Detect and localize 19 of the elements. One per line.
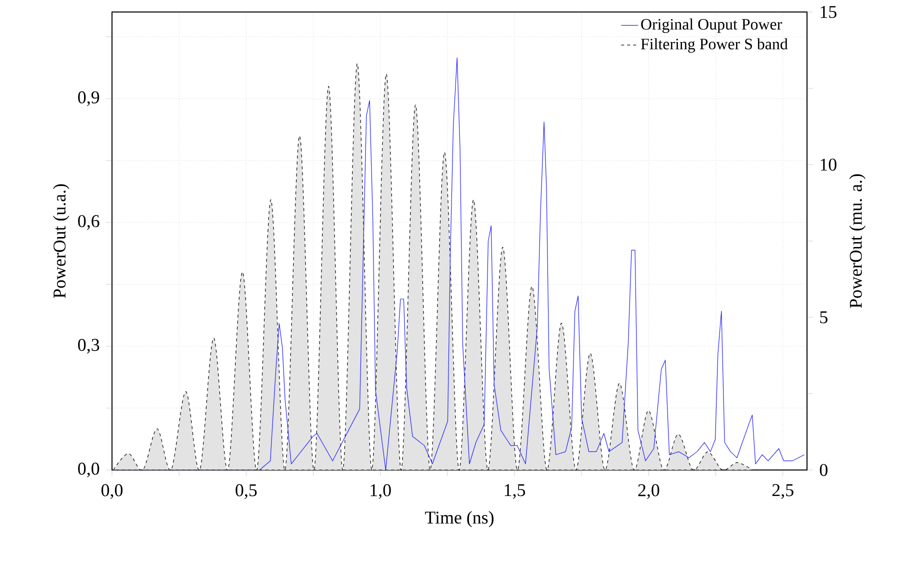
y2-axis-title: PowerOut (mu. a.)	[849, 174, 866, 308]
y-axis-title: PowerOut (u.a.)	[52, 184, 70, 298]
x-tick-label: 0,0	[101, 484, 123, 499]
y-tick-label: 0,9	[78, 91, 100, 106]
y2-tick-label: 15	[820, 6, 836, 18]
y2-tick-label: 10	[820, 158, 836, 171]
y2-tick-label: 5	[820, 311, 828, 324]
y2-tick-label: 0	[820, 464, 828, 476]
x-tick-label: 1,5	[504, 484, 526, 499]
x-tick-label: 2,5	[772, 484, 794, 499]
x-axis-title: Time (ns)	[425, 511, 494, 528]
x-tick-label: 1,0	[370, 484, 391, 499]
legend-label: Original Ouput Power	[641, 18, 782, 33]
legend-label: Filtering Power S band	[640, 38, 788, 53]
x-tick-label: 2,0	[638, 484, 660, 499]
y-tick-label: 0,0	[78, 462, 100, 478]
y-tick-label: 0,3	[78, 338, 100, 354]
x-tick-label: 0,5	[236, 484, 257, 499]
y-tick-label: 0,6	[78, 215, 100, 230]
